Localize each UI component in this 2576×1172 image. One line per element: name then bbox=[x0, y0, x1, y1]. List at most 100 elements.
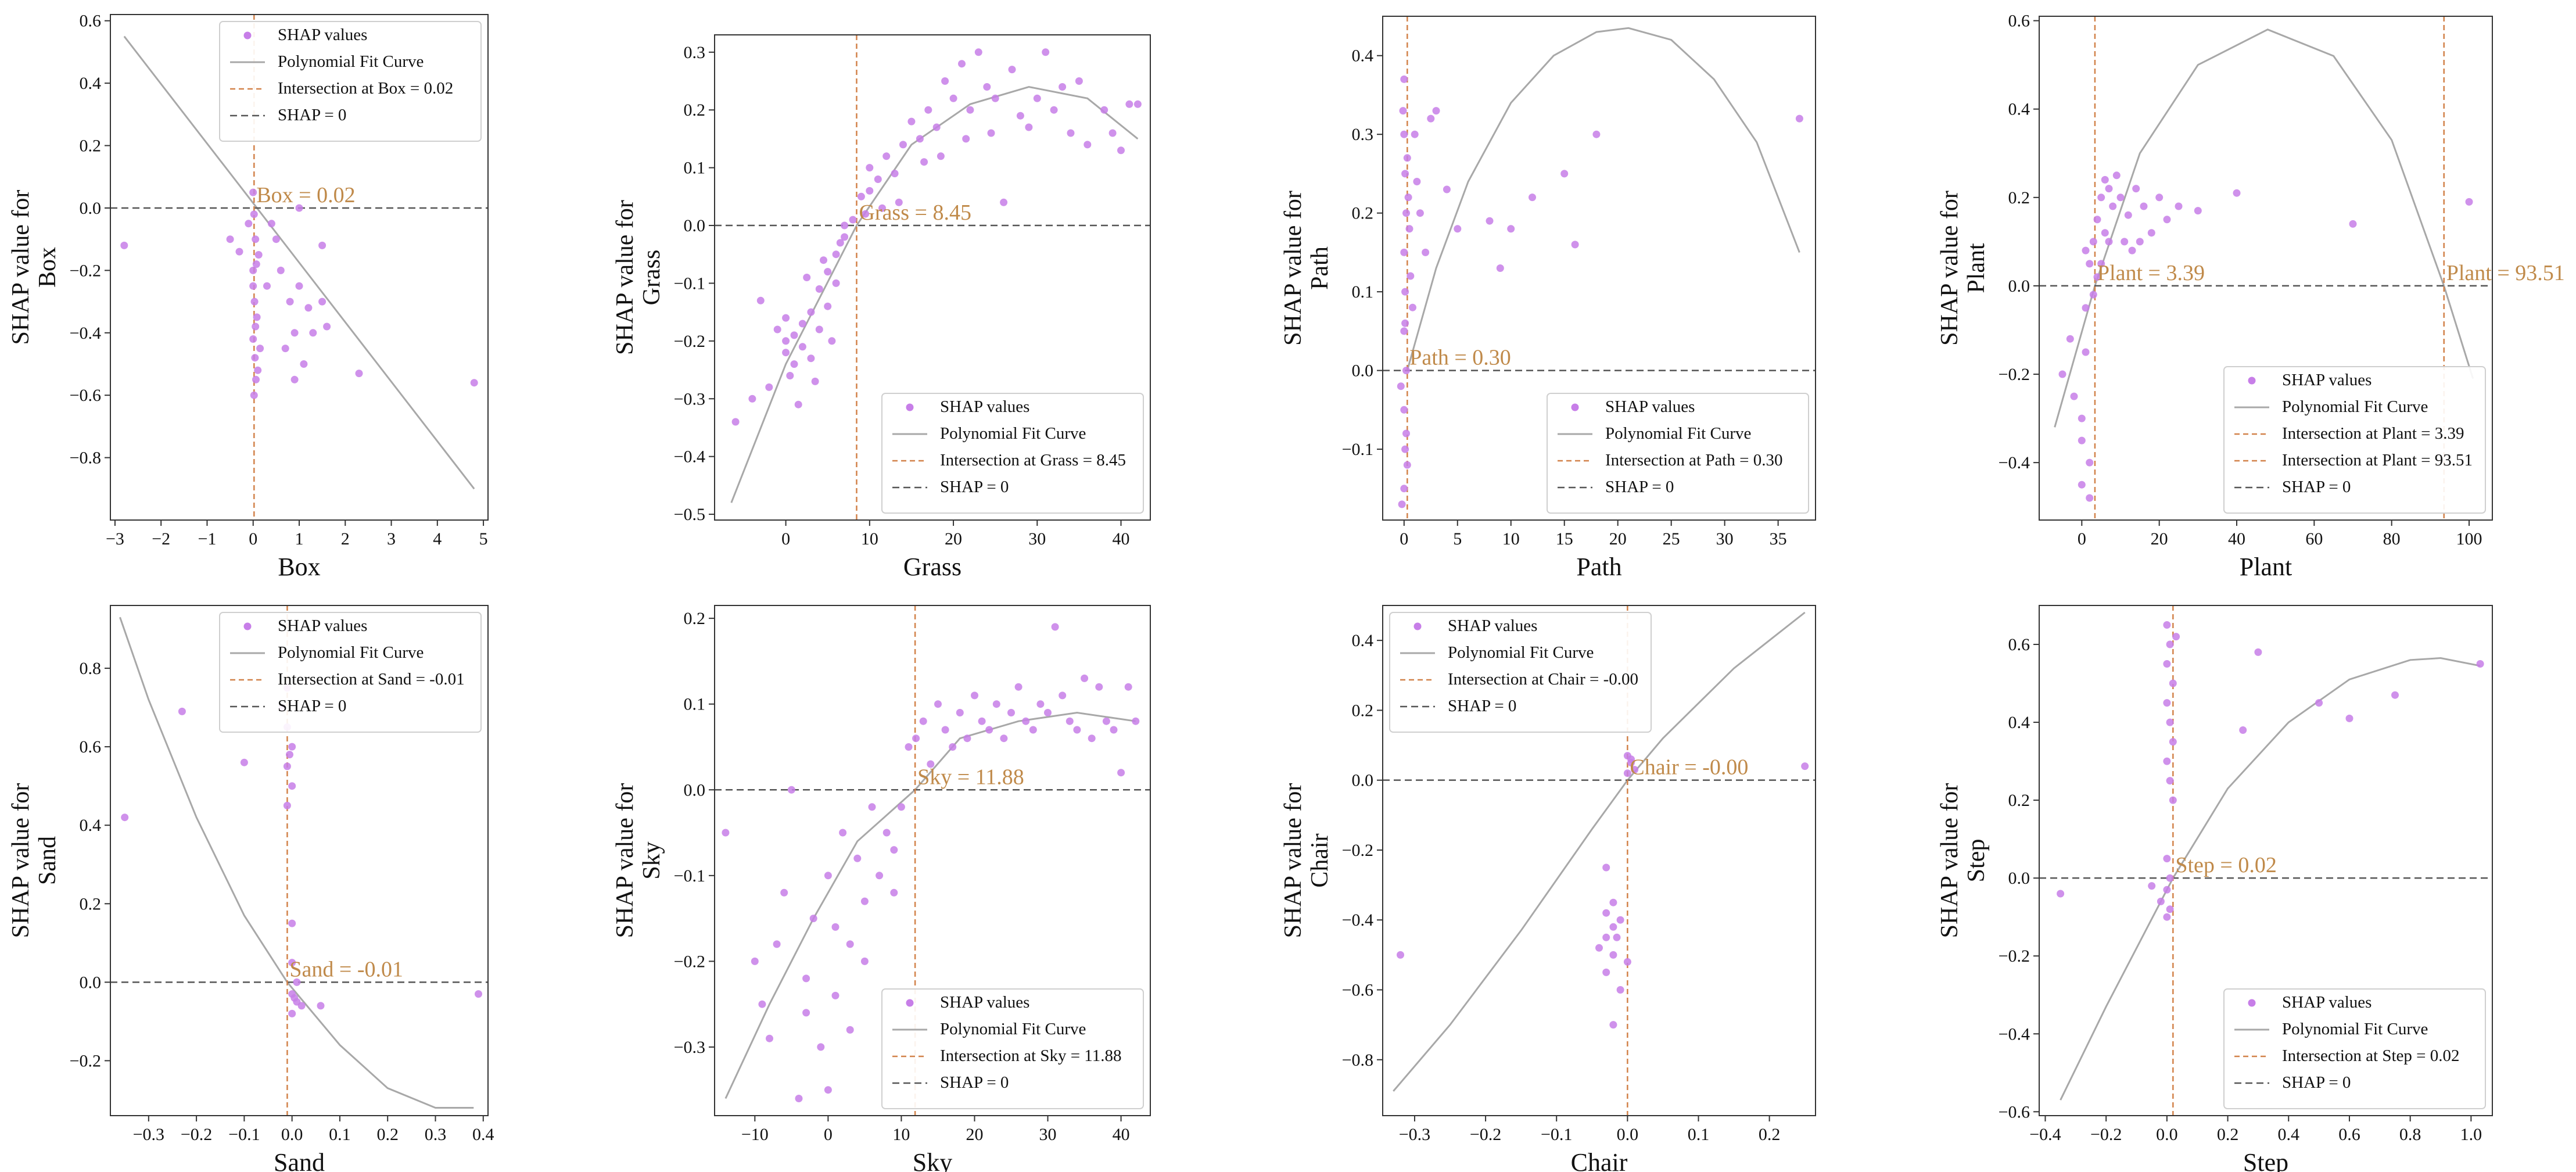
shap-point bbox=[782, 314, 790, 322]
legend-marker-points bbox=[243, 622, 252, 630]
shap-point bbox=[288, 1009, 296, 1017]
x-tick-label: 0.0 bbox=[1617, 1125, 1639, 1144]
shap-point bbox=[807, 308, 815, 316]
shap-point bbox=[475, 990, 482, 998]
legend-entry: SHAP = 0 bbox=[940, 478, 1009, 496]
shap-point bbox=[251, 354, 259, 362]
shap-point bbox=[2163, 886, 2171, 894]
x-tick-label: 0.4 bbox=[472, 1125, 494, 1144]
y-tick-label: −0.4 bbox=[674, 447, 705, 467]
shap-point bbox=[849, 216, 857, 224]
shap-point bbox=[2163, 621, 2171, 629]
shap-point bbox=[1616, 986, 1624, 994]
x-tick-label: 0.1 bbox=[329, 1125, 351, 1144]
shap-point bbox=[782, 349, 790, 357]
legend: SHAP values Polynomial Fit Curve Intersect… bbox=[219, 612, 482, 733]
legend: SHAP values Polynomial Fit Curve Intersect… bbox=[881, 393, 1144, 514]
shap-point bbox=[949, 94, 957, 102]
shap-point bbox=[1050, 106, 1058, 114]
legend-box bbox=[881, 393, 1144, 514]
shap-point bbox=[1397, 951, 1404, 959]
shap-point bbox=[895, 198, 903, 206]
legend-entry: Intersection at Chair = -0.00 bbox=[1448, 670, 1638, 689]
legend-marker-points bbox=[243, 31, 252, 40]
shap-point bbox=[1609, 898, 1617, 906]
shap-point bbox=[912, 734, 920, 743]
panel-sand: Sand = -0.01 −0.3 −0.2 −0.1 0.0 0.1 0.2 0.3 0.4 0… bbox=[8, 605, 494, 1172]
y-tick-label: 0.2 bbox=[684, 609, 706, 628]
legend-entry: Intersection at Step = 0.02 bbox=[2282, 1046, 2459, 1065]
shap-point bbox=[2128, 246, 2136, 255]
shap-point bbox=[272, 235, 280, 243]
shap-point bbox=[226, 235, 234, 243]
y-tick-label: −0.8 bbox=[70, 449, 101, 468]
shap-point bbox=[1609, 1021, 1617, 1029]
shap-point bbox=[2166, 874, 2174, 882]
shap-point bbox=[2089, 291, 2097, 299]
shap-point bbox=[1075, 77, 1083, 85]
legend-entry: Polynomial Fit Curve bbox=[1605, 424, 1751, 443]
y-tick-label: 0.2 bbox=[684, 101, 706, 120]
axes-frame bbox=[110, 605, 489, 1116]
x-tick-label: 80 bbox=[2383, 529, 2401, 549]
shap-point bbox=[2169, 679, 2177, 687]
shap-point bbox=[773, 940, 781, 948]
shap-point bbox=[882, 829, 891, 837]
shap-point bbox=[795, 1095, 803, 1102]
y-axis-label-line: SHAP value for bbox=[8, 190, 34, 345]
x-tick-label: 1.0 bbox=[2460, 1125, 2482, 1144]
shap-point bbox=[2315, 699, 2323, 707]
shap-point bbox=[2057, 890, 2065, 898]
shap-point bbox=[874, 175, 882, 183]
shap-point bbox=[2476, 660, 2484, 668]
shap-point bbox=[1496, 264, 1504, 272]
intersection-annotation: Path = 0.30 bbox=[1409, 346, 1511, 370]
shap-point bbox=[751, 957, 759, 965]
y-tick-label: −0.2 bbox=[70, 1051, 101, 1070]
shap-point bbox=[860, 897, 869, 905]
panel-grass: Grass = 8.45 0 10 20 30 40 0.3 0.2 0.1 0.0 −0.1 −0.… bbox=[612, 34, 1151, 581]
x-tick-label: −1 bbox=[198, 529, 217, 549]
axes-frame bbox=[714, 34, 1151, 521]
shap-point bbox=[2086, 260, 2094, 268]
y-tick-label: 0.4 bbox=[1352, 631, 1374, 650]
shap-point bbox=[2116, 193, 2125, 202]
shap-point bbox=[878, 204, 886, 212]
legend: SHAP values Polynomial Fit Curve Intersect… bbox=[1547, 393, 1809, 514]
panel-path: Path = 0.30 0 5 10 15 20 25 30 35 0.4 0.3 0.2 0.1 0.0… bbox=[1280, 16, 1816, 581]
shap-point bbox=[295, 282, 303, 290]
shap-point bbox=[1401, 445, 1409, 453]
shap-point bbox=[828, 337, 836, 345]
shap-point bbox=[2163, 699, 2171, 707]
shap-point bbox=[920, 158, 928, 166]
shap-point bbox=[985, 726, 993, 734]
x-tick-label: 2 bbox=[341, 529, 350, 549]
legend-entry: Intersection at Sand = -0.01 bbox=[278, 670, 465, 689]
x-tick-label: 5 bbox=[479, 529, 488, 549]
shap-point bbox=[1398, 500, 1406, 508]
shap-point bbox=[1084, 141, 1092, 149]
y-axis-label: SHAP value forPath bbox=[1280, 191, 1333, 346]
shap-point bbox=[765, 383, 773, 391]
y-axis-label-line: SHAP value for bbox=[1280, 191, 1307, 346]
shap-point bbox=[1095, 683, 1103, 691]
shap-point bbox=[178, 707, 186, 715]
legend-entry: Intersection at Plant = 93.51 bbox=[2282, 451, 2473, 469]
x-tick-label: 0.0 bbox=[2156, 1125, 2178, 1144]
y-tick-label: −0.1 bbox=[674, 866, 705, 886]
shap-point bbox=[748, 395, 756, 403]
legend: SHAP values Polynomial Fit Curve Intersect… bbox=[2223, 366, 2486, 514]
shap-point bbox=[831, 923, 839, 931]
shap-point bbox=[2105, 238, 2113, 246]
y-axis-label: SHAP value forPlant bbox=[1936, 191, 1990, 346]
panel-box: Box = 0.02 −3 −2 −1 0 1 2 3 4 5 0.6 0.4 0.2 0.0 −0.2 −0… bbox=[8, 12, 489, 581]
shap-point bbox=[1400, 130, 1408, 138]
legend-entry: SHAP = 0 bbox=[1448, 697, 1516, 715]
legend-entry: Polynomial Fit Curve bbox=[940, 424, 1086, 443]
shap-point bbox=[2066, 335, 2074, 343]
shap-point bbox=[2148, 882, 2156, 890]
y-tick-label: −0.2 bbox=[674, 332, 705, 351]
legend-entry: SHAP values bbox=[1448, 617, 1537, 635]
shap-point bbox=[1422, 248, 1430, 256]
shap-point bbox=[2166, 718, 2174, 726]
